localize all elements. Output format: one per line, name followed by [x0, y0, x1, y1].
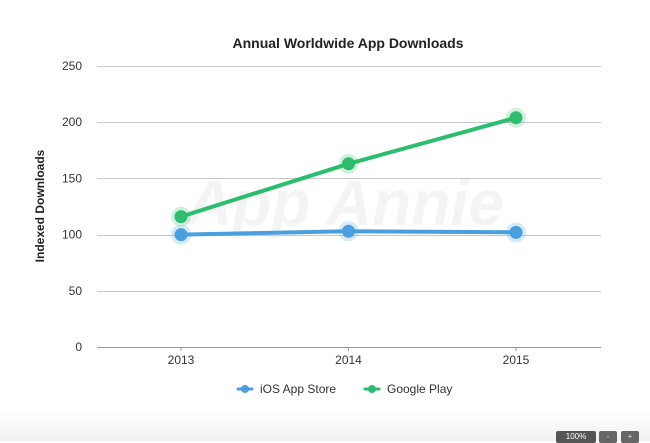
- series-lines: [171, 107, 526, 245]
- zoom-level-badge[interactable]: 100%: [556, 431, 596, 443]
- data-point-ios-app-store: [509, 225, 523, 239]
- x-axis-ticks: 2013 2014 2015: [168, 347, 530, 367]
- data-point-ios-app-store: [174, 228, 188, 242]
- legend-label-google-play: Google Play: [387, 382, 452, 396]
- zoom-out-button[interactable]: -: [599, 431, 617, 443]
- data-point-google-play: [174, 210, 188, 224]
- legend-label-ios-app-store: iOS App Store: [260, 382, 336, 396]
- y-axis-label: Indexed Downloads: [33, 149, 47, 262]
- data-point-google-play: [509, 111, 523, 125]
- legend: iOS App Store Google Play: [236, 382, 452, 396]
- y-tick-label: 150: [62, 171, 82, 185]
- data-point-google-play: [342, 157, 355, 171]
- y-axis-ticks: 0 50 100 150 200 250: [62, 59, 82, 354]
- legend-swatch-dot-google-play: [368, 385, 376, 393]
- y-tick-label: 0: [75, 340, 82, 354]
- data-point-ios-app-store: [342, 224, 355, 238]
- viewer-footer: [0, 410, 650, 441]
- zoom-in-button[interactable]: +: [621, 431, 639, 443]
- x-tick-label: 2015: [503, 353, 530, 367]
- x-tick-label: 2013: [168, 353, 195, 367]
- x-tick-label: 2014: [335, 353, 362, 367]
- chart-title: Annual Worldwide App Downloads: [233, 35, 464, 51]
- y-tick-label: 200: [62, 115, 82, 129]
- legend-swatch-dot-ios-app-store: [241, 385, 249, 393]
- y-tick-label: 50: [69, 284, 83, 298]
- y-tick-label: 100: [62, 228, 82, 242]
- y-tick-label: 250: [62, 59, 82, 73]
